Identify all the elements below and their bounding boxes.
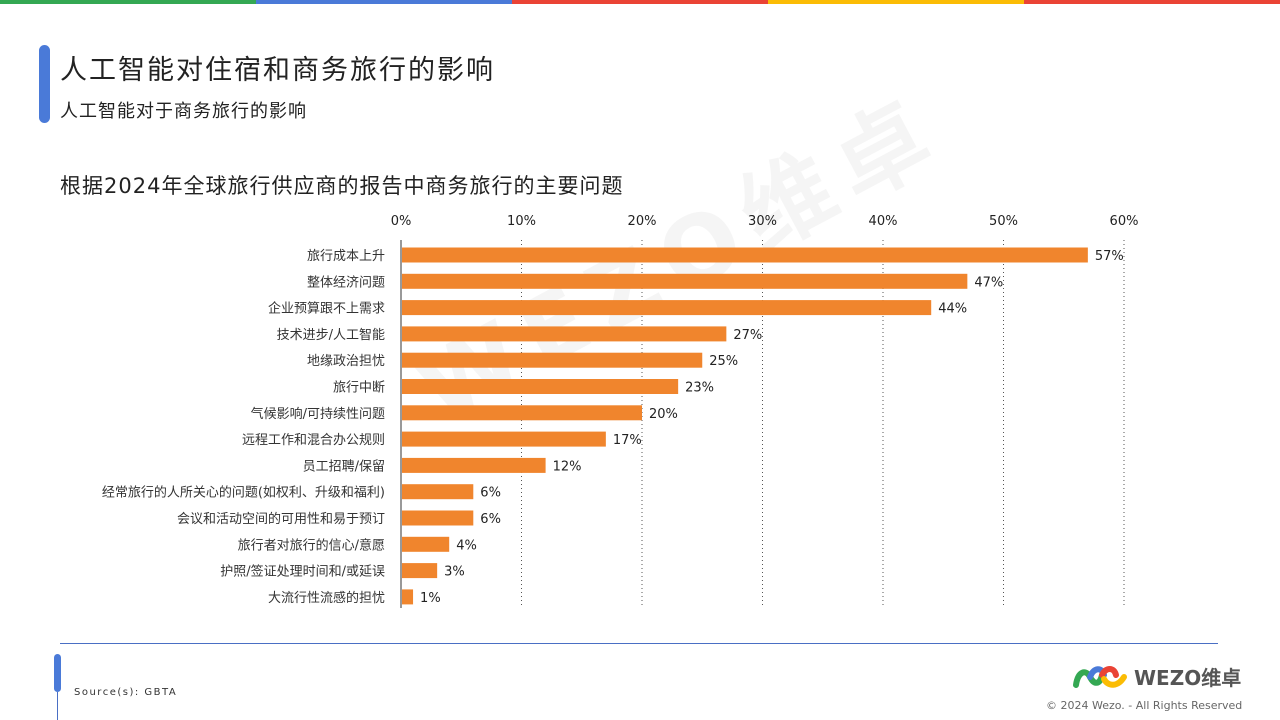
x-tick-label: 10%: [507, 214, 536, 229]
category-label: 企业预算跟不上需求: [268, 301, 385, 317]
bar: [402, 273, 968, 289]
page-title: 人工智能对住宿和商务旅行的影响: [60, 55, 495, 86]
x-tick-label: 30%: [748, 214, 777, 229]
wezo-logo: WEZO维卓: [1072, 662, 1241, 691]
data-label: 25%: [709, 354, 738, 369]
bar: [402, 589, 414, 605]
category-label: 技术进步/人工智能: [277, 328, 385, 343]
category-label: 经常旅行的人所关心的问题(如权利、升级和福利): [102, 485, 385, 501]
bar: [402, 300, 932, 316]
top-bar-segment-blue: [256, 0, 512, 4]
title-accent-bar: [39, 45, 50, 123]
bar: [402, 379, 679, 394]
x-tick-label: 40%: [869, 214, 898, 229]
top-bar-segment-red: [512, 0, 768, 4]
bar: [402, 352, 703, 368]
category-label: 旅行者对旅行的信心/意愿: [238, 537, 385, 553]
footer-divider: [60, 643, 1218, 644]
data-label: 12%: [553, 459, 582, 474]
category-label: 员工招聘/保留: [303, 459, 385, 474]
x-tick-label: 20%: [628, 214, 657, 229]
data-label: 20%: [649, 407, 678, 422]
bar: [402, 405, 642, 421]
chart-title: 根据2024年全球旅行供应商的报告中商务旅行的主要问题: [60, 174, 624, 198]
data-label: 23%: [685, 381, 714, 396]
category-label: 大流行性流感的担忧: [268, 590, 385, 606]
x-tick-label: 60%: [1110, 214, 1139, 229]
top-bar-segment-green: [0, 0, 256, 4]
top-bar-segment-red-2: [1024, 0, 1280, 4]
bar: [402, 247, 1088, 263]
data-label: 1%: [420, 591, 441, 606]
category-label: 远程工作和混合办公规则: [242, 433, 385, 448]
logo-text: WEZO维卓: [1134, 666, 1242, 690]
data-label: 4%: [456, 538, 477, 553]
bar: [402, 563, 438, 579]
data-label: 44%: [938, 302, 967, 317]
copyright: © 2024 Wezo. - All Rights Reserved: [1046, 699, 1243, 712]
page-subtitle: 人工智能对于商务旅行的影响: [60, 101, 307, 122]
footer-vertical-line: [57, 692, 58, 720]
category-label: 会议和活动空间的可用性和易于预订: [177, 511, 385, 527]
wezo-logo-icon: [1073, 665, 1127, 688]
category-label: 护照/签证处理时间和/或延误: [220, 564, 385, 580]
bar: [402, 457, 546, 473]
category-label: 旅行中断: [333, 381, 385, 396]
bar-chart: 0% 10% 20% 30% 40% 50% 60% 旅行成本上升 57% 整体经济问题 47% 企业…: [102, 214, 1139, 608]
category-label: 旅行成本上升: [307, 249, 385, 264]
top-bar-segment-yellow: [768, 0, 1024, 4]
data-label: 17%: [613, 433, 642, 448]
footer-accent-bar: [54, 654, 61, 692]
category-label: 气候影响/可持续性问题: [251, 406, 385, 422]
data-label: 6%: [480, 486, 501, 501]
bar: [402, 510, 474, 526]
data-label: 47%: [974, 275, 1003, 290]
bar: [402, 326, 727, 342]
data-label: 3%: [444, 565, 465, 580]
data-label: 27%: [733, 328, 762, 343]
data-label: 6%: [480, 512, 501, 527]
category-label: 整体经济问题: [307, 275, 385, 290]
category-label: 地缘政治担忧: [307, 354, 385, 369]
x-tick-label: 0%: [391, 214, 412, 229]
x-tick-label: 50%: [989, 214, 1018, 229]
bar: [402, 536, 450, 552]
source-note: Source(s): GBTA: [74, 687, 178, 698]
bar: [402, 431, 606, 447]
top-color-bar: [0, 0, 1280, 4]
data-label: 57%: [1095, 249, 1124, 264]
bar: [402, 484, 474, 500]
